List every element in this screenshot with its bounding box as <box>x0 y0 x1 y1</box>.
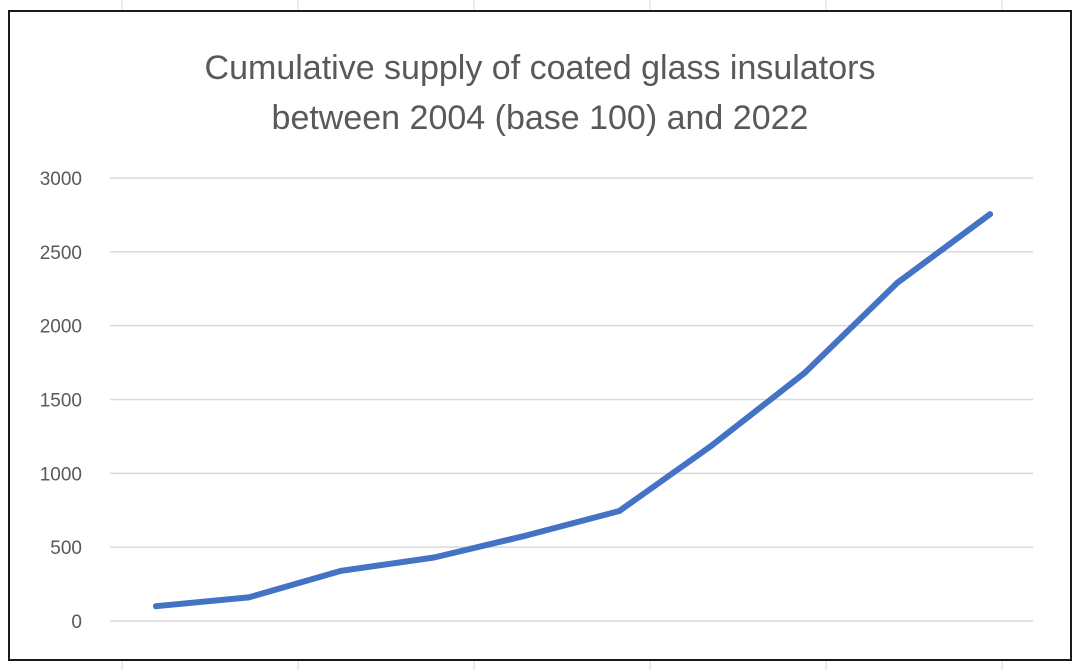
series-line-1[interactable] <box>153 211 993 610</box>
data-point-8 <box>801 369 808 376</box>
y-axis-tick-labels: 0 500 1000 1500 2000 2500 3000 <box>40 169 82 633</box>
line-chart: Cumulative supply of coated glass insula… <box>40 49 1033 633</box>
y-tick-label-500: 500 <box>50 538 82 559</box>
data-point-10 <box>987 211 993 218</box>
y-tick-label-0: 0 <box>71 612 82 633</box>
data-point-6 <box>616 508 623 514</box>
chart-area[interactable]: Cumulative supply of coated glass insula… <box>8 10 1072 661</box>
data-point-4 <box>431 554 437 561</box>
y-tick-label-2500: 2500 <box>40 243 82 264</box>
data-point-9 <box>894 279 901 286</box>
y-tick-label-1500: 1500 <box>40 391 82 412</box>
data-point-5 <box>523 532 530 539</box>
data-point-1 <box>153 603 159 610</box>
data-point-3 <box>338 567 345 574</box>
y-tick-label-3000: 3000 <box>40 169 82 190</box>
y-tick-label-1000: 1000 <box>40 464 82 485</box>
y-tick-label-2000: 2000 <box>40 317 82 338</box>
series-layer <box>153 211 993 610</box>
data-point-7 <box>709 442 715 449</box>
chart-title-line-2: between 2004 (base 100) and 2022 <box>272 99 809 137</box>
chart-title-line-1: Cumulative supply of coated glass insula… <box>205 49 876 87</box>
gridlines <box>110 177 1033 622</box>
data-point-2 <box>245 594 252 601</box>
